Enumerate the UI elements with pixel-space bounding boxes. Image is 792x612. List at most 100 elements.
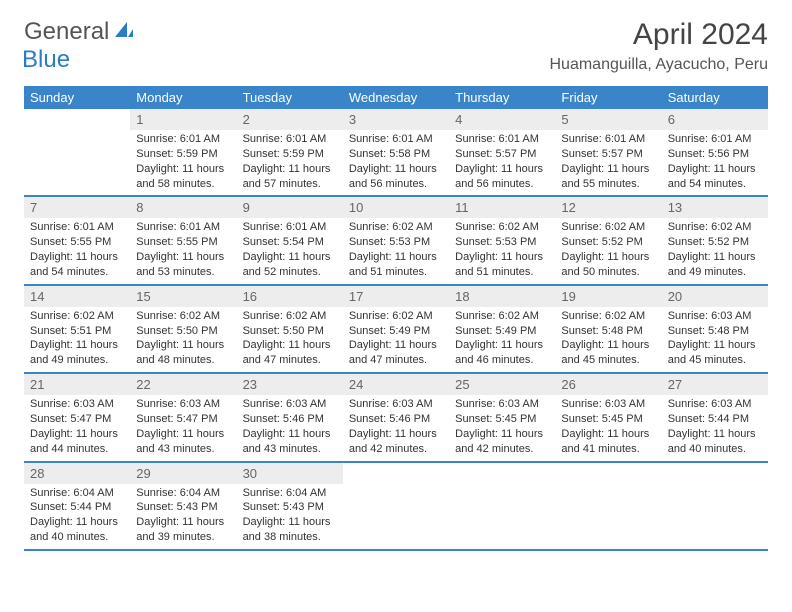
day-cell: 3Sunrise: 6:01 AMSunset: 5:58 PMDaylight… (343, 109, 449, 195)
day-number: 22 (130, 374, 236, 395)
day-info: Sunrise: 6:03 AMSunset: 5:46 PMDaylight:… (237, 395, 343, 460)
day-number: 21 (24, 374, 130, 395)
sunrise-line: Sunrise: 6:01 AM (243, 132, 337, 147)
daylight-line: Daylight: 11 hours and 42 minutes. (349, 427, 443, 457)
sunrise-line: Sunrise: 6:03 AM (668, 397, 762, 412)
day-number-empty (24, 109, 130, 130)
sunrise-line: Sunrise: 6:02 AM (561, 309, 655, 324)
sunset-line: Sunset: 5:59 PM (243, 147, 337, 162)
day-number: 27 (662, 374, 768, 395)
day-info: Sunrise: 6:03 AMSunset: 5:44 PMDaylight:… (662, 395, 768, 460)
sunset-line: Sunset: 5:47 PM (136, 412, 230, 427)
header-right: April 2024 Huamanguilla, Ayacucho, Peru (549, 18, 768, 74)
sunset-line: Sunset: 5:44 PM (668, 412, 762, 427)
sunrise-line: Sunrise: 6:01 AM (30, 220, 124, 235)
sunrise-line: Sunrise: 6:01 AM (455, 132, 549, 147)
day-info: Sunrise: 6:02 AMSunset: 5:53 PMDaylight:… (449, 218, 555, 283)
day-number: 29 (130, 463, 236, 484)
day-number-empty (555, 463, 661, 484)
daylight-line: Daylight: 11 hours and 47 minutes. (243, 338, 337, 368)
day-number: 15 (130, 286, 236, 307)
day-cell: 5Sunrise: 6:01 AMSunset: 5:57 PMDaylight… (555, 109, 661, 195)
daylight-line: Daylight: 11 hours and 39 minutes. (136, 515, 230, 545)
day-cell: 11Sunrise: 6:02 AMSunset: 5:53 PMDayligh… (449, 197, 555, 283)
day-info: Sunrise: 6:03 AMSunset: 5:47 PMDaylight:… (130, 395, 236, 460)
sunset-line: Sunset: 5:57 PM (455, 147, 549, 162)
day-info: Sunrise: 6:03 AMSunset: 5:46 PMDaylight:… (343, 395, 449, 460)
weekday-header: Monday (130, 86, 236, 109)
sunset-line: Sunset: 5:52 PM (561, 235, 655, 250)
day-info: Sunrise: 6:04 AMSunset: 5:43 PMDaylight:… (130, 484, 236, 549)
day-number: 7 (24, 197, 130, 218)
week-row: 1Sunrise: 6:01 AMSunset: 5:59 PMDaylight… (24, 109, 768, 197)
header: General April 2024 Huamanguilla, Ayacuch… (0, 0, 792, 78)
daylight-line: Daylight: 11 hours and 49 minutes. (30, 338, 124, 368)
sunrise-line: Sunrise: 6:03 AM (668, 309, 762, 324)
day-cell: 1Sunrise: 6:01 AMSunset: 5:59 PMDaylight… (130, 109, 236, 195)
daylight-line: Daylight: 11 hours and 53 minutes. (136, 250, 230, 280)
sunrise-line: Sunrise: 6:02 AM (349, 309, 443, 324)
daylight-line: Daylight: 11 hours and 52 minutes. (243, 250, 337, 280)
day-cell: 19Sunrise: 6:02 AMSunset: 5:48 PMDayligh… (555, 286, 661, 372)
sunset-line: Sunset: 5:58 PM (349, 147, 443, 162)
day-cell (449, 463, 555, 549)
day-cell: 16Sunrise: 6:02 AMSunset: 5:50 PMDayligh… (237, 286, 343, 372)
day-number: 24 (343, 374, 449, 395)
daylight-line: Daylight: 11 hours and 45 minutes. (561, 338, 655, 368)
daylight-line: Daylight: 11 hours and 40 minutes. (668, 427, 762, 457)
day-info: Sunrise: 6:03 AMSunset: 5:45 PMDaylight:… (449, 395, 555, 460)
sunset-line: Sunset: 5:50 PM (243, 324, 337, 339)
week-row: 21Sunrise: 6:03 AMSunset: 5:47 PMDayligh… (24, 374, 768, 462)
sunrise-line: Sunrise: 6:01 AM (349, 132, 443, 147)
sunrise-line: Sunrise: 6:03 AM (136, 397, 230, 412)
sunset-line: Sunset: 5:51 PM (30, 324, 124, 339)
day-cell: 8Sunrise: 6:01 AMSunset: 5:55 PMDaylight… (130, 197, 236, 283)
sunset-line: Sunset: 5:56 PM (668, 147, 762, 162)
sunset-line: Sunset: 5:43 PM (136, 500, 230, 515)
sunset-line: Sunset: 5:53 PM (455, 235, 549, 250)
day-number: 5 (555, 109, 661, 130)
daylight-line: Daylight: 11 hours and 41 minutes. (561, 427, 655, 457)
sunset-line: Sunset: 5:49 PM (349, 324, 443, 339)
weekday-header: Wednesday (343, 86, 449, 109)
day-cell: 18Sunrise: 6:02 AMSunset: 5:49 PMDayligh… (449, 286, 555, 372)
day-cell: 23Sunrise: 6:03 AMSunset: 5:46 PMDayligh… (237, 374, 343, 460)
weeks-container: 1Sunrise: 6:01 AMSunset: 5:59 PMDaylight… (24, 109, 768, 551)
daylight-line: Daylight: 11 hours and 56 minutes. (349, 162, 443, 192)
sunrise-line: Sunrise: 6:02 AM (455, 309, 549, 324)
day-cell: 29Sunrise: 6:04 AMSunset: 5:43 PMDayligh… (130, 463, 236, 549)
day-info: Sunrise: 6:01 AMSunset: 5:59 PMDaylight:… (237, 130, 343, 195)
day-cell: 7Sunrise: 6:01 AMSunset: 5:55 PMDaylight… (24, 197, 130, 283)
day-number: 8 (130, 197, 236, 218)
sunset-line: Sunset: 5:57 PM (561, 147, 655, 162)
daylight-line: Daylight: 11 hours and 46 minutes. (455, 338, 549, 368)
daylight-line: Daylight: 11 hours and 51 minutes. (349, 250, 443, 280)
logo-text-blue: Blue (22, 46, 70, 73)
sunset-line: Sunset: 5:43 PM (243, 500, 337, 515)
weekday-header: Saturday (662, 86, 768, 109)
weekday-header: Tuesday (237, 86, 343, 109)
sunrise-line: Sunrise: 6:03 AM (30, 397, 124, 412)
daylight-line: Daylight: 11 hours and 38 minutes. (243, 515, 337, 545)
day-cell: 2Sunrise: 6:01 AMSunset: 5:59 PMDaylight… (237, 109, 343, 195)
day-info: Sunrise: 6:03 AMSunset: 5:45 PMDaylight:… (555, 395, 661, 460)
sunset-line: Sunset: 5:53 PM (349, 235, 443, 250)
day-info: Sunrise: 6:01 AMSunset: 5:54 PMDaylight:… (237, 218, 343, 283)
day-number-empty (449, 463, 555, 484)
daylight-line: Daylight: 11 hours and 45 minutes. (668, 338, 762, 368)
weekday-header: Thursday (449, 86, 555, 109)
daylight-line: Daylight: 11 hours and 48 minutes. (136, 338, 230, 368)
sunrise-line: Sunrise: 6:03 AM (561, 397, 655, 412)
week-row: 28Sunrise: 6:04 AMSunset: 5:44 PMDayligh… (24, 463, 768, 551)
day-cell: 25Sunrise: 6:03 AMSunset: 5:45 PMDayligh… (449, 374, 555, 460)
day-cell: 30Sunrise: 6:04 AMSunset: 5:43 PMDayligh… (237, 463, 343, 549)
day-cell: 17Sunrise: 6:02 AMSunset: 5:49 PMDayligh… (343, 286, 449, 372)
sunset-line: Sunset: 5:59 PM (136, 147, 230, 162)
location: Huamanguilla, Ayacucho, Peru (549, 56, 768, 74)
day-info: Sunrise: 6:02 AMSunset: 5:50 PMDaylight:… (130, 307, 236, 372)
daylight-line: Daylight: 11 hours and 43 minutes. (136, 427, 230, 457)
sunrise-line: Sunrise: 6:01 AM (561, 132, 655, 147)
sunrise-line: Sunrise: 6:03 AM (455, 397, 549, 412)
daylight-line: Daylight: 11 hours and 47 minutes. (349, 338, 443, 368)
sunset-line: Sunset: 5:48 PM (561, 324, 655, 339)
